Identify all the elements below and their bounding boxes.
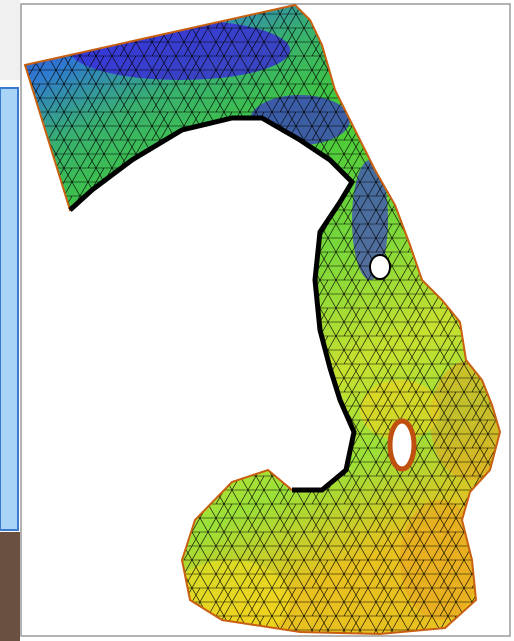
- dense-coastline: [68, 115, 357, 493]
- toolbar-strip: [0, 0, 20, 80]
- island: [387, 418, 417, 472]
- island: [369, 254, 391, 280]
- side-panel-border: [0, 87, 19, 531]
- side-panel: [0, 88, 18, 530]
- side-photo: [0, 532, 20, 641]
